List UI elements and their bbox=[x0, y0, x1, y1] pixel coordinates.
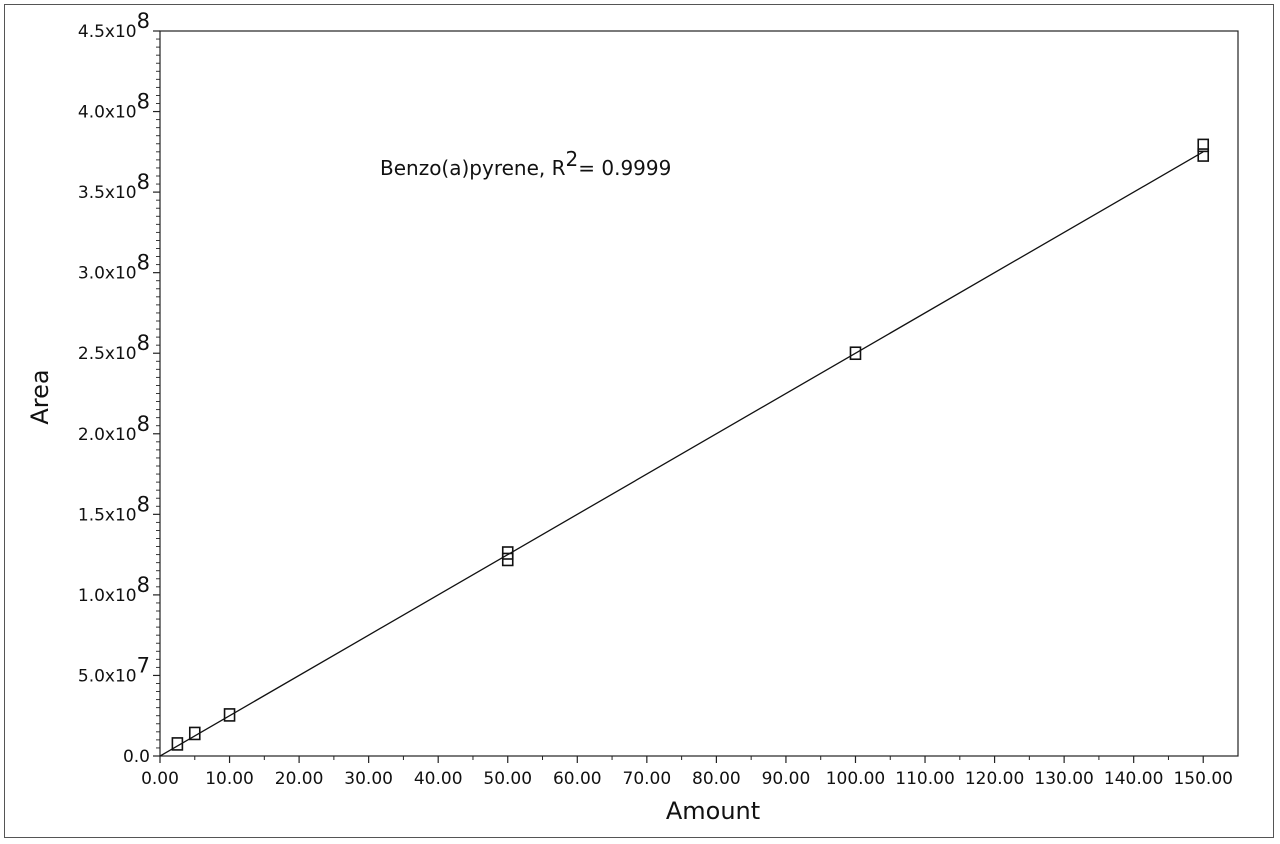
y-minor-ticks bbox=[156, 38, 160, 749]
x-tick-labels: 0.00 10.00 20.00 30.00 40.00 50.00 60.00 70.00 8… bbox=[141, 769, 1233, 789]
y-tick-label: 2.5x108 bbox=[78, 331, 150, 364]
data-point-marker bbox=[223, 708, 236, 722]
y-tick-label: 4.0x108 bbox=[78, 90, 150, 123]
plot-area-border bbox=[159, 30, 1239, 757]
x-tick-label: 100.00 bbox=[826, 769, 885, 789]
x-tick-label: 130.00 bbox=[1034, 769, 1093, 789]
x-tick-label: 40.00 bbox=[414, 769, 463, 789]
x-tick-label: 10.00 bbox=[205, 769, 254, 789]
data-points bbox=[171, 138, 1210, 751]
x-tick-label: 30.00 bbox=[344, 769, 393, 789]
annotation-text: Benzo(a)pyrene, R2= 0.9999 bbox=[380, 147, 671, 180]
regression-line bbox=[159, 151, 1204, 757]
y-tick-label: 1.5x108 bbox=[78, 492, 150, 525]
y-tick-labels: 0.0 5.0x107 1.0x108 1.5x108 2.0x108 2.5x108 3.… bbox=[78, 9, 150, 767]
x-tick-label: 60.00 bbox=[553, 769, 602, 789]
x-tick-label: 150.00 bbox=[1173, 769, 1232, 789]
x-tick-label: 110.00 bbox=[895, 769, 954, 789]
x-axis-title: Amount bbox=[666, 797, 760, 825]
data-point-marker bbox=[188, 726, 201, 741]
y-tick-label: 1.0x108 bbox=[78, 573, 150, 606]
x-tick-label: 90.00 bbox=[762, 769, 811, 789]
x-tick-label: 0.00 bbox=[141, 769, 179, 789]
y-tick-label: 2.0x108 bbox=[78, 412, 150, 445]
x-tick-label: 20.00 bbox=[275, 769, 324, 789]
data-point-marker bbox=[1197, 148, 1210, 162]
data-point-marker bbox=[1197, 138, 1210, 153]
data-point-marker bbox=[171, 737, 184, 751]
y-tick-label: 4.5x108 bbox=[78, 9, 150, 42]
x-tick-label: 80.00 bbox=[692, 769, 741, 789]
data-point-marker bbox=[849, 346, 862, 361]
x-axis-ticks bbox=[159, 756, 1204, 763]
y-axis-ticks bbox=[153, 30, 160, 757]
y-tick-label: 3.5x108 bbox=[78, 170, 150, 203]
x-tick-label: 120.00 bbox=[965, 769, 1024, 789]
y-tick-label: 0.0 bbox=[123, 747, 150, 767]
y-tick-label: 3.0x108 bbox=[78, 251, 150, 284]
x-tick-label: 70.00 bbox=[623, 769, 672, 789]
y-tick-label: 5.0x107 bbox=[78, 653, 150, 686]
chart-frame bbox=[4, 4, 1274, 838]
data-point-marker bbox=[501, 546, 514, 560]
y-axis-title: Area bbox=[26, 369, 54, 424]
x-tick-label: 50.00 bbox=[483, 769, 532, 789]
x-tick-label: 140.00 bbox=[1104, 769, 1163, 789]
